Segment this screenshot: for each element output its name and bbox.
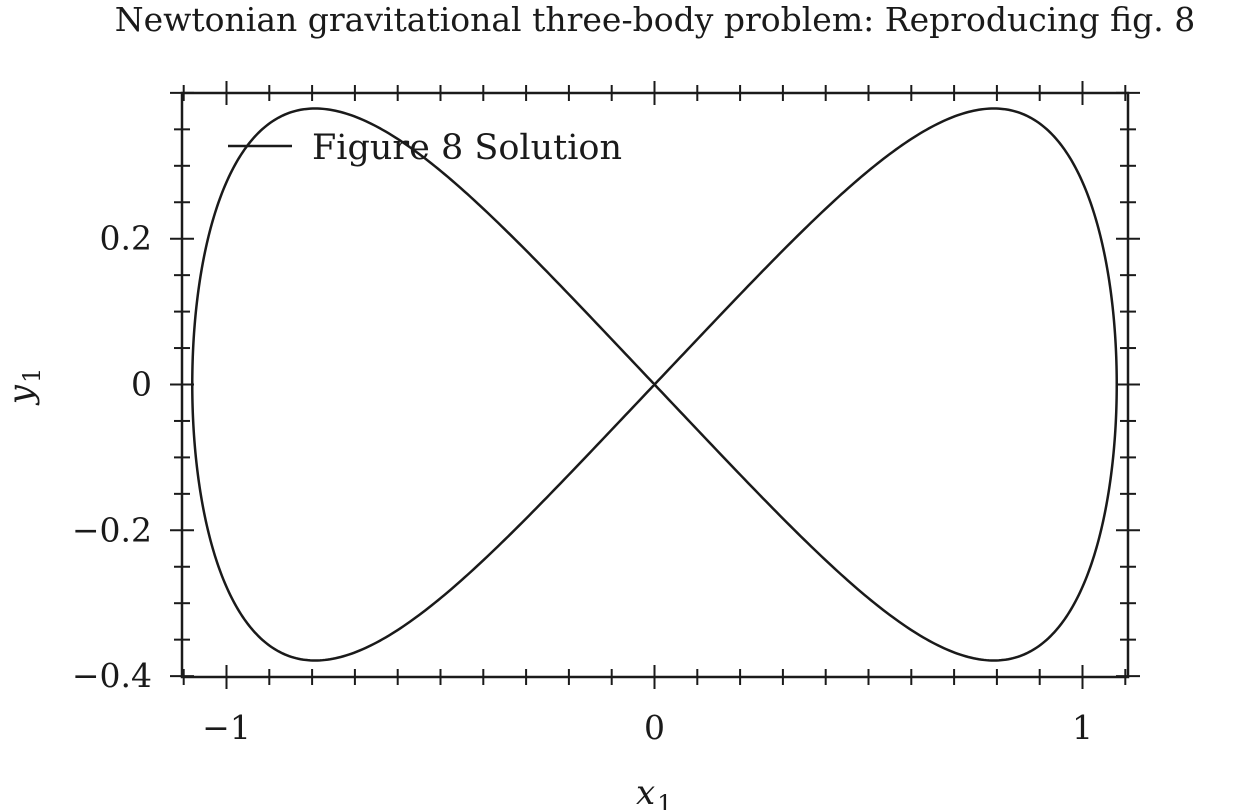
x-axis-label: x1 — [636, 773, 672, 810]
x-tick-label: −1 — [202, 708, 251, 747]
x-axis-label-main: x — [636, 773, 655, 810]
legend: Figure 8 Solution — [228, 128, 622, 168]
x-tick-label: 1 — [1072, 708, 1093, 747]
y-tick-label: −0.4 — [72, 656, 152, 695]
y-tick-label: −0.2 — [72, 510, 152, 549]
y-axis-label-subscript: 1 — [18, 368, 46, 383]
y-axis-label-main: y — [1, 384, 41, 406]
series-line-figure-8-solution — [191, 107, 1118, 662]
y-axis-label: y1 — [1, 368, 46, 407]
chart-title: Newtonian gravitational three-body probl… — [115, 0, 1196, 39]
y-tick-label: 0 — [131, 365, 152, 404]
x-tick-label: 0 — [644, 708, 665, 747]
tick-labels: −1 0 1 −0.4 −0.2 0 0.2 — [72, 219, 1093, 747]
x-axis-label-subscript: 1 — [657, 790, 672, 810]
legend-label: Figure 8 Solution — [312, 128, 622, 168]
axis-ticks — [170, 81, 1140, 689]
y-tick-label: 0.2 — [100, 219, 152, 258]
